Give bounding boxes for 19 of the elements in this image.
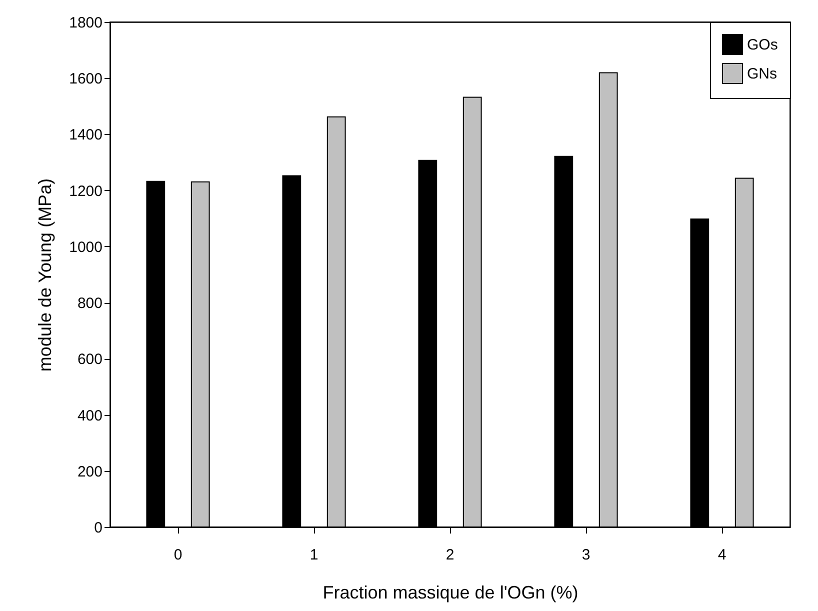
y-tick-label: 0: [94, 520, 102, 536]
x-tick-label: 2: [446, 546, 454, 564]
y-tick-label: 1400: [69, 126, 102, 144]
y-tick-label: 600: [77, 351, 102, 368]
y-tick-label: 200: [77, 463, 102, 480]
x-tick-label: 0: [174, 546, 182, 564]
y-tick-label: 1600: [69, 70, 102, 88]
y-tick-label: 800: [77, 295, 102, 312]
x-tick-label: 4: [718, 546, 726, 564]
legend-label: GOs: [747, 36, 778, 54]
y-tick-label: 1000: [69, 238, 102, 256]
x-axis-title: Fraction massique de l'OGn (%): [322, 582, 578, 602]
x-tick-label: 1: [310, 546, 318, 564]
legend-label: GNs: [747, 66, 777, 82]
y-axis-title: module de Young (MPa): [35, 178, 56, 372]
y-tick-label: 1800: [69, 14, 102, 32]
x-tick-label: 3: [582, 546, 590, 564]
y-tick-label: 1200: [69, 182, 102, 200]
y-tick-label: 400: [77, 407, 102, 424]
